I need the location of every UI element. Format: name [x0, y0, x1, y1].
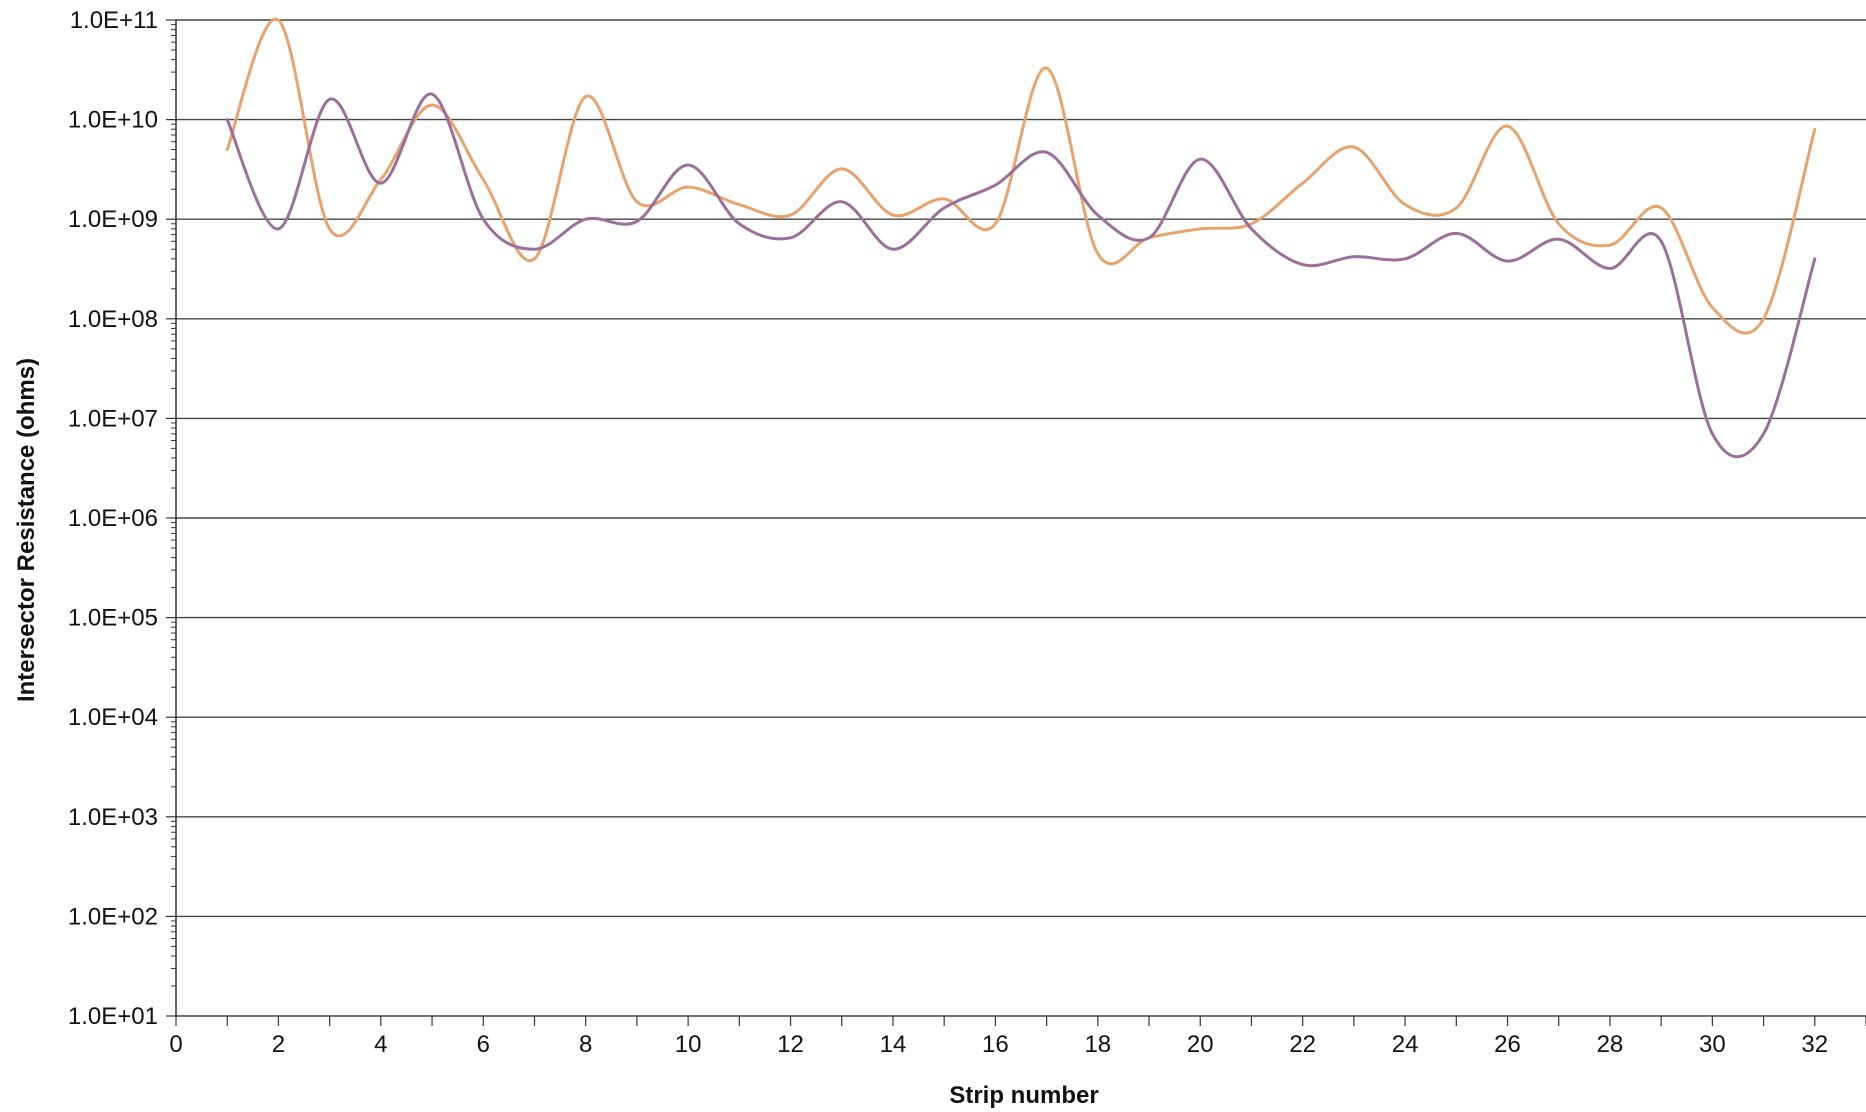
- x-tick-label: 4: [374, 1031, 387, 1058]
- y-tick-label: 1.0E+02: [68, 903, 158, 930]
- series-lines: [225, 17, 1817, 459]
- x-tick-label: 26: [1494, 1031, 1521, 1058]
- y-tick-label: 1.0E+04: [68, 704, 158, 731]
- x-tick-label: 14: [880, 1031, 907, 1058]
- y-tick-label: 1.0E+10: [68, 107, 158, 134]
- x-tick-label: 20: [1187, 1031, 1214, 1058]
- x-tick-label: 0: [169, 1031, 182, 1058]
- y-tick-label: 1.0E+01: [68, 1003, 158, 1030]
- y-tick-label: 1.0E+03: [68, 804, 158, 831]
- y-tick-labels: 1.0E+01 1.0E+02 1.0E+03 1.0E+04 1.0E+05 1.0E+…: [68, 7, 158, 1030]
- y-tick-label: 1.0E+05: [68, 605, 158, 632]
- x-tick-label: 6: [477, 1031, 490, 1058]
- x-tick-label: 8: [579, 1031, 592, 1058]
- gridlines: [176, 19, 1866, 1017]
- x-tick-label: 30: [1699, 1031, 1726, 1058]
- y-axis-title: Intersector Resistance (ohms): [13, 358, 40, 702]
- series-line-2: [225, 92, 1817, 459]
- axes: [166, 19, 1866, 1026]
- series-line-1: [225, 17, 1817, 335]
- y-tick-label: 1.0E+07: [68, 405, 158, 432]
- x-tick-label: 28: [1597, 1031, 1624, 1058]
- y-tick-label: 1.0E+11: [70, 7, 158, 34]
- x-tick-label: 24: [1392, 1031, 1419, 1058]
- x-axis-title: Strip number: [949, 1082, 1098, 1109]
- x-tick-label: 12: [777, 1031, 804, 1058]
- x-tick-label: 22: [1289, 1031, 1316, 1058]
- x-tick-label: 18: [1084, 1031, 1111, 1058]
- x-tick-label: 10: [675, 1031, 702, 1058]
- x-tick-label: 2: [272, 1031, 285, 1058]
- y-tick-label: 1.0E+06: [68, 505, 158, 532]
- x-tick-label: 16: [982, 1031, 1009, 1058]
- x-tick-labels: 0 2 4 6 8 10 12 14 16 18 20 22 24 26 28 30 32: [169, 1031, 1828, 1058]
- x-tick-label: 32: [1801, 1031, 1828, 1058]
- y-tick-label: 1.0E+08: [68, 306, 158, 333]
- y-tick-label: 1.0E+09: [68, 206, 158, 233]
